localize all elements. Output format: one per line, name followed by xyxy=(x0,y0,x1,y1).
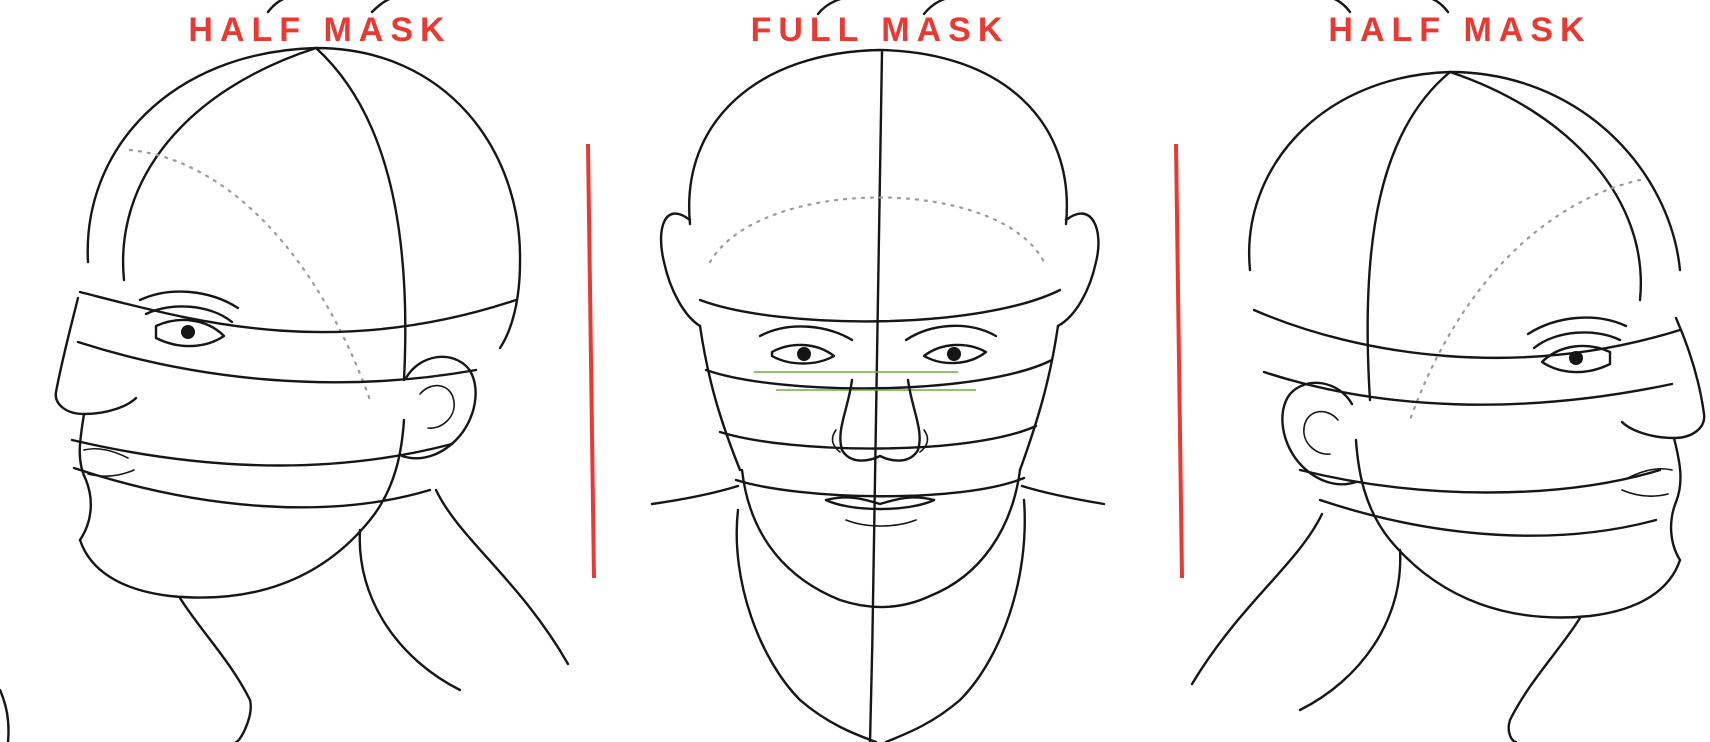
divider-right xyxy=(1174,143,1184,579)
right-head-drawing xyxy=(1190,0,1706,742)
divider-left xyxy=(586,143,596,579)
panel-title-left: HALF MASK xyxy=(188,11,452,49)
left-head-drawing xyxy=(0,0,570,742)
panel-title-right: HALF MASK xyxy=(1328,11,1592,49)
center-head-drawing xyxy=(650,0,1106,742)
panel-title-center: FULL MASK xyxy=(750,11,1010,49)
